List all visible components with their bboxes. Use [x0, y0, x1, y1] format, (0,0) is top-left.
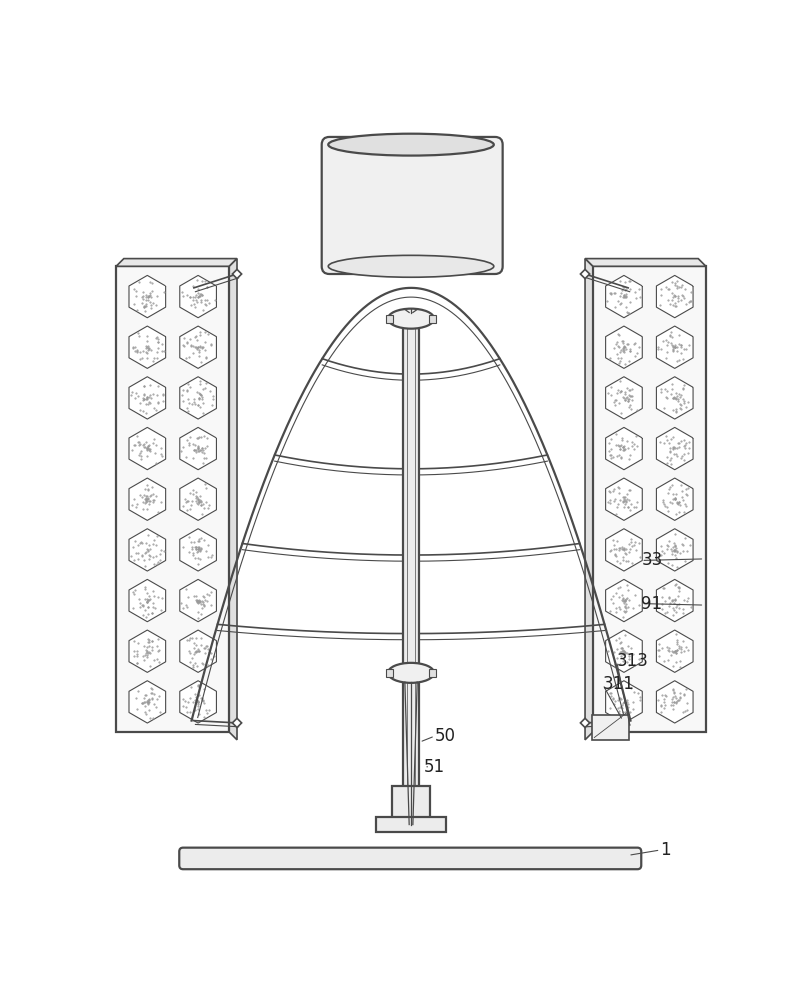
Bar [386, 669, 393, 677]
Polygon shape [656, 427, 693, 470]
Text: 50: 50 [435, 727, 456, 745]
Text: 51: 51 [424, 758, 445, 776]
Polygon shape [581, 718, 589, 728]
Polygon shape [129, 681, 166, 723]
Polygon shape [180, 579, 217, 622]
Polygon shape [656, 630, 693, 672]
Bar [116, 266, 229, 732]
Polygon shape [180, 427, 217, 470]
Polygon shape [656, 377, 693, 419]
Polygon shape [656, 275, 693, 318]
Text: 313: 313 [617, 652, 649, 670]
Bar [386, 315, 393, 323]
Polygon shape [656, 478, 693, 520]
Ellipse shape [328, 255, 494, 277]
Polygon shape [656, 681, 693, 723]
Polygon shape [129, 326, 166, 368]
Bar [376, 817, 446, 832]
Bar [429, 669, 436, 677]
Polygon shape [180, 529, 217, 571]
Polygon shape [180, 681, 217, 723]
Polygon shape [606, 579, 642, 622]
Bar [429, 315, 436, 323]
Polygon shape [606, 377, 642, 419]
Polygon shape [656, 326, 693, 368]
Polygon shape [116, 259, 237, 266]
Polygon shape [606, 326, 642, 368]
Polygon shape [129, 529, 166, 571]
Polygon shape [233, 269, 241, 279]
FancyBboxPatch shape [322, 137, 503, 274]
Polygon shape [180, 275, 217, 318]
Polygon shape [606, 478, 642, 520]
Polygon shape [581, 269, 589, 279]
Polygon shape [656, 529, 693, 571]
Bar [593, 266, 706, 732]
Polygon shape [585, 259, 593, 740]
Polygon shape [129, 377, 166, 419]
Polygon shape [180, 377, 217, 419]
Polygon shape [656, 579, 693, 622]
Ellipse shape [328, 134, 494, 156]
Polygon shape [606, 681, 642, 723]
Bar [592, 715, 629, 740]
Polygon shape [129, 275, 166, 318]
Polygon shape [606, 529, 642, 571]
Polygon shape [606, 275, 642, 318]
Polygon shape [233, 718, 241, 728]
Polygon shape [129, 427, 166, 470]
Polygon shape [180, 478, 217, 520]
Ellipse shape [388, 309, 434, 329]
Polygon shape [606, 630, 642, 672]
Polygon shape [129, 579, 166, 622]
Polygon shape [180, 630, 217, 672]
Polygon shape [129, 478, 166, 520]
Polygon shape [606, 427, 642, 470]
Text: 311: 311 [603, 675, 634, 693]
Bar [391, 786, 431, 821]
FancyBboxPatch shape [180, 848, 642, 869]
Text: 91: 91 [642, 595, 662, 613]
Ellipse shape [388, 663, 434, 683]
Polygon shape [585, 259, 706, 266]
Bar [403, 312, 419, 801]
Text: 33: 33 [642, 551, 662, 569]
Polygon shape [229, 259, 237, 740]
Text: 1: 1 [661, 841, 671, 859]
Polygon shape [129, 630, 166, 672]
Polygon shape [180, 326, 217, 368]
